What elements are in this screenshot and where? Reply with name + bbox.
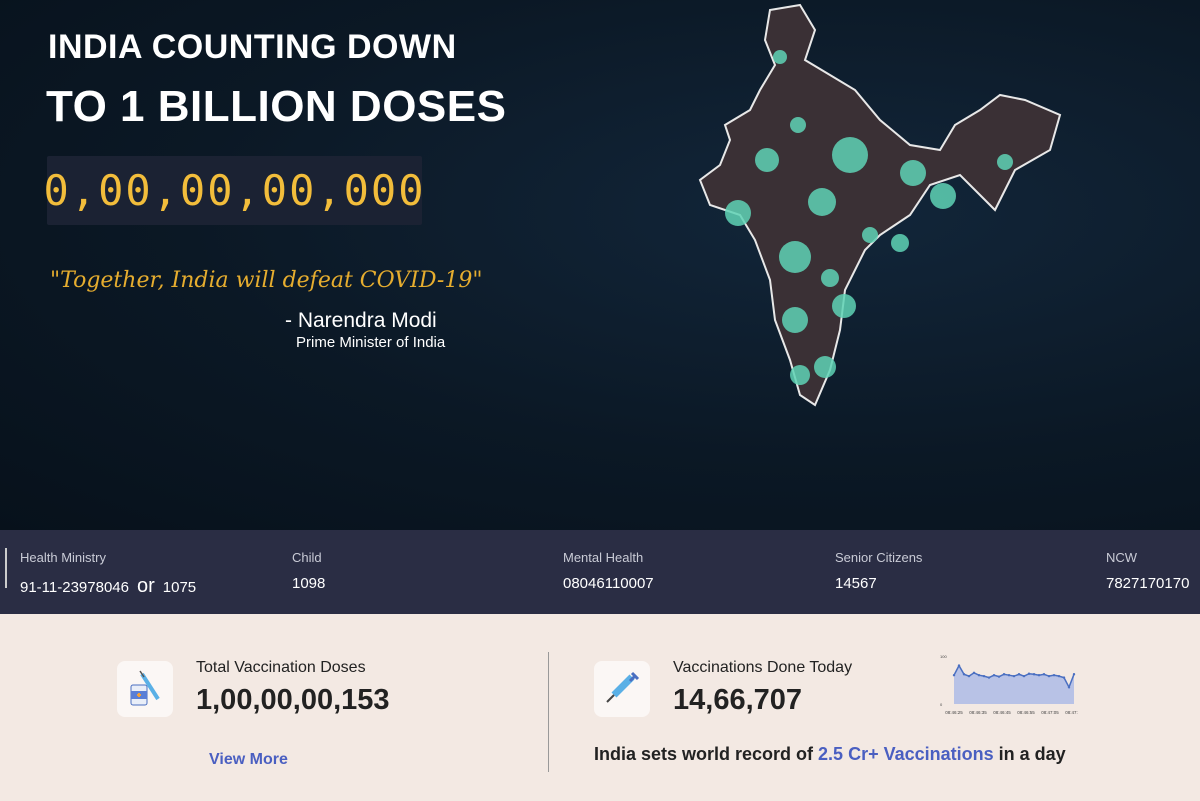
vaccine-vial-icon bbox=[117, 661, 173, 717]
world-record-text: India sets world record of 2.5 Cr+ Vacci… bbox=[594, 744, 1066, 765]
helpline-health-ministry: Health Ministry 91-11-23978046 or 1075 bbox=[20, 550, 196, 598]
record-prefix: India sets world record of bbox=[594, 744, 819, 764]
hero-title-line1: INDIA COUNTING DOWN bbox=[48, 28, 457, 66]
chart-point bbox=[1027, 672, 1031, 675]
x-tick-label: 08:46:25 bbox=[945, 710, 963, 715]
helpline-number[interactable]: 91-11-23978046 bbox=[20, 579, 129, 596]
quote: "Together, India will defeat COVID-19" bbox=[50, 268, 483, 293]
quote-author-role: Prime Minister of India bbox=[296, 334, 446, 351]
chart-point bbox=[982, 674, 986, 678]
chart-point bbox=[1032, 673, 1036, 676]
helpline-senior-citizens: Senior Citizens 14567 bbox=[835, 550, 922, 592]
helpline-number-alt[interactable]: 1075 bbox=[162, 579, 197, 596]
chart-point bbox=[1047, 674, 1051, 678]
x-tick-label: 08:47:15 bbox=[1065, 710, 1078, 715]
hero-banner: INDIA COUNTING DOWN TO 1 BILLION DOSES 0… bbox=[0, 0, 1200, 530]
chart-point bbox=[967, 674, 971, 678]
x-tick-label: 08:46:55 bbox=[1017, 710, 1035, 715]
x-tick-label: 08:46:35 bbox=[969, 710, 987, 715]
chart-point bbox=[1052, 674, 1056, 677]
helpline-number[interactable]: 1098 bbox=[292, 575, 326, 592]
x-tick-label: 08:46:45 bbox=[993, 710, 1011, 715]
chart-point bbox=[1012, 674, 1016, 678]
chart-point bbox=[972, 671, 976, 674]
helpline-mental-health: Mental Health 08046110007 bbox=[563, 550, 654, 592]
chart-point bbox=[1042, 673, 1046, 676]
chart-point bbox=[1007, 674, 1011, 677]
chart-point bbox=[1037, 674, 1041, 677]
hero-title-line2: TO 1 BILLION DOSES bbox=[46, 82, 507, 131]
chart-point bbox=[992, 674, 996, 677]
y-tick-label: 100 bbox=[940, 654, 947, 659]
helpline-label: Mental Health bbox=[563, 550, 644, 565]
chart-point bbox=[997, 675, 1001, 678]
view-more-link[interactable]: View More bbox=[209, 751, 288, 768]
chart-point bbox=[1062, 676, 1066, 679]
chart-point bbox=[1067, 686, 1071, 689]
chart-point bbox=[1017, 673, 1021, 676]
today-doses-label: Vaccinations Done Today bbox=[673, 659, 853, 676]
y-tick-label: 0 bbox=[940, 702, 943, 707]
india-map-illustration bbox=[698, 3, 1062, 407]
divider bbox=[548, 652, 549, 772]
helpline-number[interactable]: 7827170170 bbox=[1106, 575, 1190, 592]
chart-area bbox=[954, 665, 1074, 704]
helpline-bar: Health Ministry 91-11-23978046 or 1075 Chi… bbox=[0, 530, 1200, 614]
helpline-label: Health Ministry bbox=[20, 550, 106, 565]
dose-counter: 0,00,00,00,000 bbox=[44, 156, 424, 225]
chart-point bbox=[952, 674, 956, 677]
helpline-label: Child bbox=[292, 550, 322, 565]
divider bbox=[5, 548, 7, 588]
chart-point bbox=[1002, 673, 1006, 676]
helpline-label: NCW bbox=[1106, 550, 1138, 565]
quote-author: - Narendra Modi bbox=[285, 309, 437, 332]
chart-point bbox=[962, 673, 966, 676]
chart-point bbox=[1072, 673, 1076, 676]
today-doses-value: 14,66,707 bbox=[673, 684, 803, 716]
chart-point bbox=[977, 674, 981, 677]
helpline-label: Senior Citizens bbox=[835, 550, 923, 565]
record-suffix: in a day bbox=[993, 744, 1066, 764]
or-text: or bbox=[136, 575, 155, 597]
helpline-ncw: NCW 7827170170 bbox=[1106, 550, 1189, 592]
today-vaccinations-chart: 100 008:46:25 08:46:35 08:46:45 08:46:55 08:4… bbox=[940, 654, 1078, 715]
helpline-number[interactable]: 14567 bbox=[835, 575, 877, 592]
record-highlight: 2.5 Cr+ Vaccinations bbox=[818, 744, 994, 764]
helpline-child: Child 1098 bbox=[292, 550, 325, 592]
helpline-number[interactable]: 08046110007 bbox=[563, 575, 654, 592]
chart-point bbox=[1022, 674, 1026, 678]
chart-point bbox=[987, 676, 991, 679]
x-tick-label: 08:47:05 bbox=[1041, 710, 1059, 715]
total-doses-value: 1,00,00,00,153 bbox=[196, 684, 390, 716]
total-doses-label: Total Vaccination Doses bbox=[196, 659, 366, 676]
stats-section: Total Vaccination Doses 1,00,00,00,153 V… bbox=[0, 614, 1200, 801]
chart-point bbox=[1057, 674, 1061, 678]
syringe-icon bbox=[594, 661, 650, 717]
chart-point bbox=[957, 664, 961, 667]
